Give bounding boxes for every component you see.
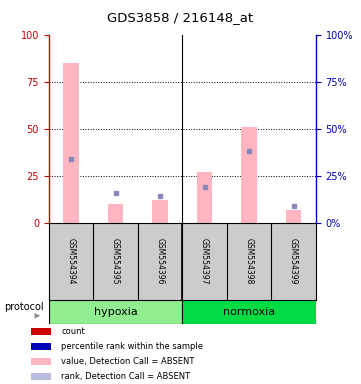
Text: percentile rank within the sample: percentile rank within the sample (61, 342, 203, 351)
Bar (241, 127, 257, 223)
Bar (182, 300, 316, 324)
Text: GSM554396: GSM554396 (156, 238, 165, 285)
Bar (49, 300, 182, 324)
Text: normoxia: normoxia (223, 307, 275, 317)
Text: GSM554398: GSM554398 (245, 238, 253, 284)
Text: GSM554394: GSM554394 (66, 238, 75, 285)
Bar (286, 210, 301, 223)
Bar (197, 172, 212, 223)
Text: rank, Detection Call = ABSENT: rank, Detection Call = ABSENT (61, 372, 191, 381)
Text: hypoxia: hypoxia (93, 307, 138, 317)
Bar (31, 358, 51, 365)
Bar (31, 373, 51, 380)
Text: value, Detection Call = ABSENT: value, Detection Call = ABSENT (61, 357, 195, 366)
Bar (31, 343, 51, 350)
Bar (63, 63, 79, 223)
Bar (31, 328, 51, 335)
Text: protocol: protocol (4, 301, 44, 311)
Text: count: count (61, 327, 85, 336)
Text: GSM554395: GSM554395 (111, 238, 120, 285)
Bar (108, 204, 123, 223)
Text: GSM554399: GSM554399 (289, 238, 298, 285)
Text: GSM554397: GSM554397 (200, 238, 209, 285)
Bar (152, 200, 168, 223)
Text: GDS3858 / 216148_at: GDS3858 / 216148_at (108, 12, 253, 25)
